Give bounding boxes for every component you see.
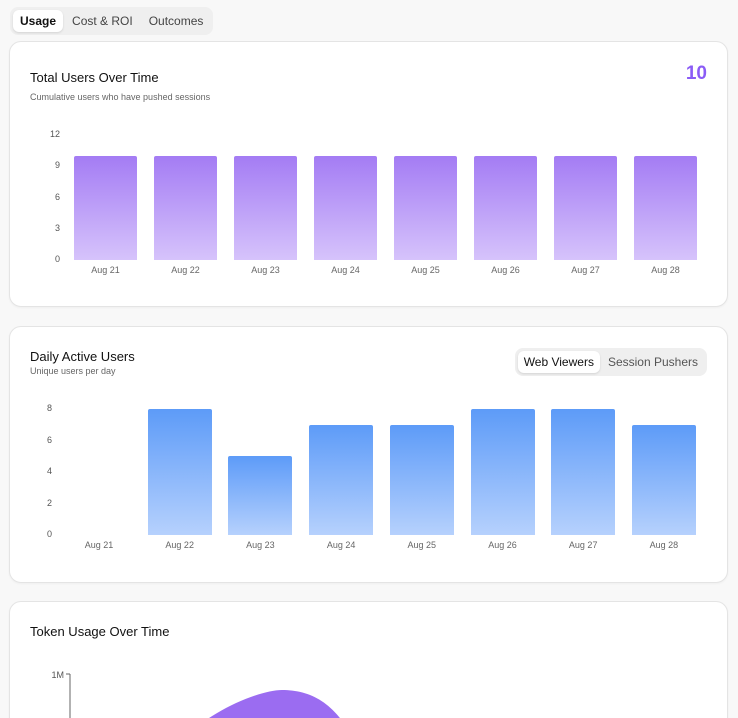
total-users-xtick: Aug 28 xyxy=(651,265,680,275)
total-users-bar xyxy=(474,155,537,260)
total-users-bar xyxy=(154,155,217,260)
daily-active-bar xyxy=(228,456,293,535)
daily-active-bar xyxy=(309,424,374,535)
daily-active-xtick: Aug 22 xyxy=(165,540,194,550)
daily-active-xtick: Aug 28 xyxy=(649,540,679,550)
session-pushers-button[interactable]: Session Pushers xyxy=(607,355,698,369)
viewer-type-toggle: Web Viewers Session Pushers xyxy=(514,348,707,376)
daily-active-xtick: Aug 21 xyxy=(84,540,114,550)
daily-active-bar xyxy=(631,424,696,535)
token-usage-card: Token Usage Over Time 1M xyxy=(9,601,728,718)
daily-active-ytick: 4 xyxy=(46,466,52,476)
total-users-subtitle: Cumulative users who have pushed session… xyxy=(30,92,211,102)
total-users-xtick: Aug 26 xyxy=(491,265,520,275)
total-users-card: Total Users Over Time Cumulative users w… xyxy=(9,41,728,307)
token-usage-chart: 1M xyxy=(51,670,340,718)
daily-active-xtick: Aug 27 xyxy=(568,540,598,550)
tab-outcomes[interactable]: Outcomes xyxy=(148,14,204,28)
daily-active-xtick: Aug 26 xyxy=(488,540,517,550)
total-users-ytick: 0 xyxy=(54,254,60,264)
daily-active-ytick: 6 xyxy=(46,434,52,445)
daily-active-ytick: 2 xyxy=(46,497,52,508)
total-users-xtick: Aug 25 xyxy=(411,265,440,275)
total-users-bar xyxy=(314,155,377,260)
total-users-xtick: Aug 21 xyxy=(91,265,120,275)
daily-active-xtick: Aug 23 xyxy=(246,540,275,550)
total-users-bar xyxy=(554,155,617,260)
daily-active-xtick: Aug 24 xyxy=(326,540,356,550)
total-users-xtick: Aug 23 xyxy=(251,265,280,275)
total-users-bar xyxy=(634,155,697,260)
daily-active-ytick: 0 xyxy=(46,529,52,539)
daily-active-bar xyxy=(470,409,535,535)
total-users-title: Total Users Over Time xyxy=(30,70,159,85)
tab-cost-roi[interactable]: Cost & ROI xyxy=(72,14,133,28)
total-users-bar xyxy=(394,155,457,260)
total-users-xtick: Aug 27 xyxy=(571,265,600,275)
total-users-xtick: Aug 22 xyxy=(171,265,200,275)
total-users-count: 10 xyxy=(685,63,707,84)
daily-active-users-card: Daily Active Users Unique users per day … xyxy=(9,326,728,583)
token-usage-area xyxy=(209,690,340,718)
daily-active-subtitle: Unique users per day xyxy=(30,366,116,376)
web-viewers-button[interactable]: Web Viewers xyxy=(517,351,600,373)
tab-usage[interactable]: Usage xyxy=(13,10,64,32)
total-users-bar xyxy=(234,155,297,260)
total-users-xtick: Aug 24 xyxy=(331,265,360,275)
token-ytick-top: 1M xyxy=(51,670,64,680)
daily-active-bar xyxy=(389,424,454,535)
daily-active-bar xyxy=(147,409,212,535)
daily-active-xtick: Aug 25 xyxy=(407,540,437,550)
total-users-bar xyxy=(74,155,137,260)
daily-active-title: Daily Active Users xyxy=(30,349,135,364)
daily-active-ytick: 8 xyxy=(46,403,52,413)
token-usage-title: Token Usage Over Time xyxy=(30,624,170,639)
total-users-ytick: 6 xyxy=(54,191,60,202)
view-tabs: Usage Cost & ROI Outcomes xyxy=(10,7,214,35)
total-users-ytick: 9 xyxy=(54,160,60,171)
total-users-ytick: 3 xyxy=(54,222,60,233)
total-users-ytick: 12 xyxy=(49,129,60,139)
daily-active-bar xyxy=(551,409,616,535)
